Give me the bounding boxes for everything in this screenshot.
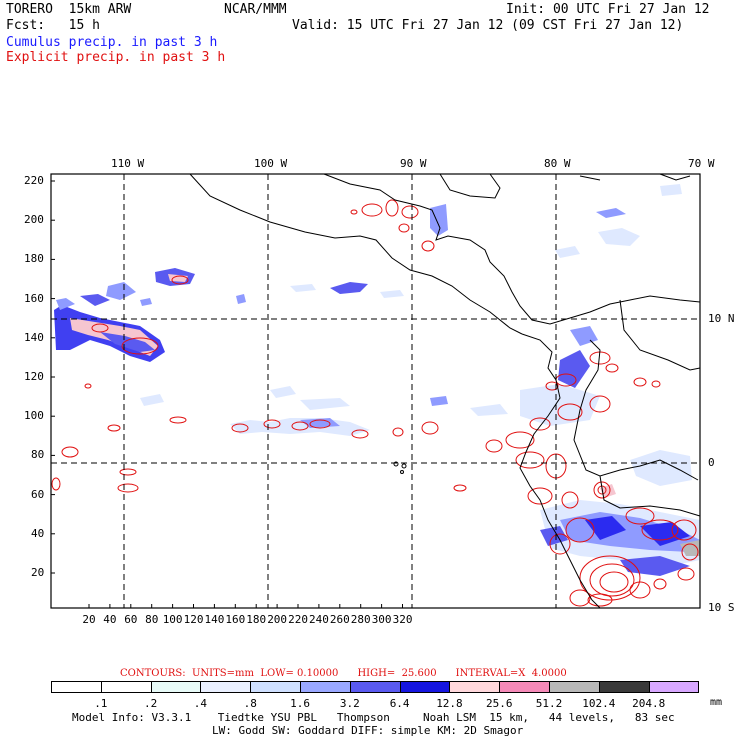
colorbar-swatch: [200, 681, 252, 693]
model-name: TORERO 15km ARW: [6, 2, 132, 17]
organization: NCAR/MMM: [224, 2, 287, 17]
x-tick-label: 100: [162, 613, 183, 626]
x-tick-label: 280: [350, 613, 371, 626]
x-tick-label: 240: [309, 613, 329, 626]
cumulus-legend: Cumulus precip. in past 3 h: [6, 35, 218, 50]
colorbar-label: .2: [144, 697, 158, 710]
colorbar-label: 3.2: [339, 697, 360, 710]
colorbar-swatch: [250, 681, 301, 693]
colorbar-label: 25.6: [486, 697, 513, 710]
colorbar-swatch: [150, 681, 202, 693]
y-tick-label: 20: [31, 566, 45, 579]
valid-time: Valid: 15 UTC Fri 27 Jan 12 (09 CST Fri …: [292, 18, 684, 33]
x-tick-label: 320: [392, 613, 413, 626]
y-tick-label: 120: [24, 370, 44, 383]
colorbar-label: 12.8: [436, 697, 463, 710]
model-physics: LW: Godd SW: Goddard DIFF: simple KM: 2D…: [212, 724, 524, 737]
x-tick-label: 180: [246, 613, 267, 626]
lon-label: 70 W: [688, 157, 715, 170]
colorbar-swatch: [449, 681, 501, 693]
y-tick-label: 160: [24, 291, 44, 305]
y-tick-label: 60: [31, 487, 45, 501]
lat-label: 0: [708, 456, 715, 469]
y-tick-label: 80: [31, 448, 45, 462]
colorbar-label: .1: [94, 697, 108, 710]
plot-frame: [50, 173, 701, 609]
model-info: Model Info: V3.3.1 Tiedtke YSU PBL Thomp…: [72, 711, 675, 724]
colorbar-label: .4: [193, 697, 208, 710]
colorbar-swatch: [399, 681, 451, 693]
explicit-legend: Explicit precip. in past 3 h: [6, 50, 226, 65]
x-tick-label: 80: [145, 613, 159, 626]
contours-info: CONTOURS: UNITS=mm LOW= 0.10000 HIGH= 25…: [120, 668, 567, 679]
colorbar-label: 6.4: [389, 697, 410, 710]
colorbar-label: 1.6: [290, 697, 310, 710]
colorbar-swatch: [598, 681, 650, 693]
x-tick-label: 160: [225, 613, 246, 626]
colorbar-label: 102.4: [582, 697, 616, 710]
y-tick-label: 100: [24, 409, 44, 423]
init-time: Init: 00 UTC Fri 27 Jan 12: [506, 2, 710, 17]
forecast-hour: Fcst: 15 h: [6, 18, 100, 33]
lon-label: 100 W: [254, 157, 288, 170]
x-tick-label: 140: [204, 613, 225, 626]
colorbar-swatch: [499, 681, 550, 693]
x-tick-label: 300: [371, 613, 392, 626]
explicit-precip-contours: [51, 199, 699, 607]
x-tick-label: 40: [103, 613, 117, 626]
colorbar-swatch: [300, 681, 351, 693]
x-tick-label: 200: [267, 613, 288, 626]
lon-label: 80 W: [544, 157, 571, 170]
colorbar-label: .8: [243, 697, 257, 710]
x-tick-label: 20: [82, 613, 96, 626]
x-tick-label: 60: [124, 613, 138, 626]
coastlines: [189, 173, 701, 609]
colorbar-swatch: [549, 681, 600, 693]
colorbar-unit: mm: [710, 697, 723, 708]
y-tick-label: 180: [24, 252, 44, 266]
colorbar-swatch: [349, 681, 401, 693]
lon-label: 110 W: [111, 157, 145, 170]
lat-label: 10 S: [708, 601, 735, 614]
y-tick-label: 140: [24, 330, 44, 344]
y-tick-label: 200: [24, 213, 44, 227]
x-tick-label: 260: [329, 613, 350, 626]
colorbar-swatch: [648, 681, 700, 693]
cumulus-precip-areas: [54, 184, 700, 576]
colorbar-swatch: [51, 681, 102, 693]
colorbar-swatch: [100, 681, 152, 693]
y-tick-label: 40: [31, 526, 45, 540]
colorbar-label: 51.2: [535, 697, 563, 710]
lat-label: 10 N: [708, 312, 735, 325]
lon-label: 90 W: [400, 157, 427, 170]
colorbar-label: 204.8: [632, 697, 666, 710]
y-tick-label: 220: [24, 174, 44, 187]
x-tick-label: 220: [288, 613, 308, 626]
x-tick-label: 120: [183, 613, 204, 626]
